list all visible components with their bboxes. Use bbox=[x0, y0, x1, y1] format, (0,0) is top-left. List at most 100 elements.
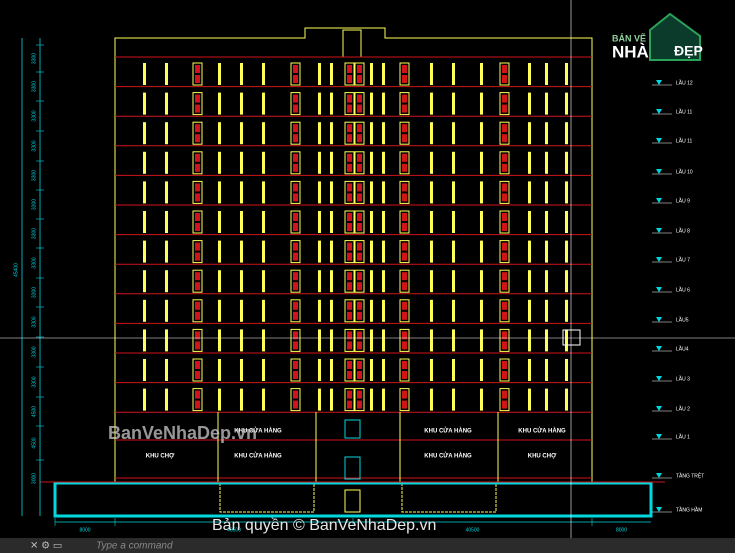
window-strip bbox=[165, 299, 168, 322]
window bbox=[399, 269, 410, 293]
window-strip bbox=[430, 122, 433, 145]
window-pane bbox=[402, 75, 407, 83]
window-pane bbox=[402, 390, 407, 399]
window bbox=[344, 240, 355, 264]
window-pane bbox=[502, 104, 507, 113]
window-strip bbox=[452, 388, 455, 411]
window-strip bbox=[165, 388, 168, 411]
window-pane bbox=[195, 400, 200, 409]
window-strip bbox=[370, 151, 373, 174]
window-strip bbox=[382, 92, 385, 115]
window-strip bbox=[240, 211, 243, 233]
window-pane bbox=[357, 341, 362, 350]
window-strip bbox=[382, 388, 385, 411]
window bbox=[290, 358, 301, 382]
window bbox=[499, 92, 510, 116]
window-pane bbox=[402, 311, 407, 320]
basement-wall bbox=[53, 481, 653, 518]
floor-label: LẦU 11 bbox=[676, 137, 693, 144]
window bbox=[499, 299, 510, 323]
dim-label: 8000 bbox=[616, 527, 627, 533]
window bbox=[354, 240, 365, 264]
window-pane bbox=[347, 331, 352, 340]
floor-label: LẦU 6 bbox=[676, 286, 690, 293]
floor-label: LẦU 2 bbox=[676, 405, 690, 412]
command-input[interactable]: Type a command bbox=[96, 541, 173, 552]
window-pane bbox=[347, 400, 352, 409]
door bbox=[344, 489, 361, 513]
window-strip bbox=[218, 122, 221, 145]
window-strip bbox=[218, 211, 221, 233]
window bbox=[399, 388, 410, 412]
window-pane bbox=[347, 94, 352, 103]
window-strip bbox=[382, 211, 385, 233]
window-strip bbox=[143, 359, 146, 381]
window-strip bbox=[452, 122, 455, 145]
window-strip bbox=[318, 151, 321, 174]
window-strip bbox=[430, 270, 433, 293]
window-pane bbox=[195, 193, 200, 202]
window bbox=[290, 121, 301, 145]
window bbox=[499, 62, 510, 86]
window bbox=[354, 269, 365, 293]
window-pane bbox=[402, 183, 407, 192]
window bbox=[344, 62, 355, 86]
window-strip bbox=[565, 181, 568, 204]
window-pane bbox=[195, 272, 200, 281]
window-strip bbox=[240, 151, 243, 174]
command-bar[interactable] bbox=[0, 538, 735, 553]
window bbox=[354, 121, 365, 145]
window-pane bbox=[357, 242, 362, 251]
window-pane bbox=[502, 361, 507, 369]
window-strip bbox=[262, 211, 265, 233]
dim-label: 3300 bbox=[31, 257, 37, 268]
level-arrow bbox=[656, 138, 662, 143]
window-strip bbox=[262, 299, 265, 322]
window-strip bbox=[370, 211, 373, 233]
window-strip bbox=[528, 211, 531, 233]
window-strip bbox=[143, 329, 146, 352]
window-strip bbox=[565, 329, 568, 352]
window-strip bbox=[240, 122, 243, 145]
window-pane bbox=[402, 252, 407, 261]
window-strip bbox=[480, 151, 483, 174]
window-strip bbox=[370, 359, 373, 381]
window-strip bbox=[545, 63, 548, 85]
window-pane bbox=[402, 213, 407, 221]
window-strip bbox=[218, 359, 221, 381]
window-pane bbox=[293, 65, 298, 73]
window-pane bbox=[402, 153, 407, 162]
shop-label: KHU CHỢ bbox=[528, 454, 557, 460]
window-pane bbox=[502, 252, 507, 261]
window-pane bbox=[347, 341, 352, 350]
window bbox=[399, 151, 410, 175]
dim-label: 3300 bbox=[31, 170, 37, 181]
window-pane bbox=[357, 282, 362, 291]
window-strip bbox=[165, 151, 168, 174]
window-pane bbox=[293, 400, 298, 409]
window-strip bbox=[528, 122, 531, 145]
window-pane bbox=[357, 331, 362, 340]
window-strip bbox=[240, 359, 243, 381]
command-icon[interactable]: ✕ ⚙ ▭ bbox=[30, 541, 62, 552]
window-strip bbox=[545, 181, 548, 204]
window-strip bbox=[370, 92, 373, 115]
window-pane bbox=[357, 183, 362, 192]
window-strip bbox=[382, 359, 385, 381]
window-strip bbox=[545, 211, 548, 233]
window-pane bbox=[195, 242, 200, 251]
window-pane bbox=[357, 153, 362, 162]
window bbox=[344, 328, 355, 352]
level-arrow bbox=[656, 257, 662, 262]
window-pane bbox=[402, 331, 407, 340]
window-pane bbox=[502, 223, 507, 231]
window-pane bbox=[357, 75, 362, 83]
window-strip bbox=[262, 329, 265, 352]
window bbox=[399, 328, 410, 352]
window-strip bbox=[528, 359, 531, 381]
window-pane bbox=[502, 272, 507, 281]
window-pane bbox=[502, 341, 507, 350]
window-strip bbox=[430, 359, 433, 381]
window-pane bbox=[502, 124, 507, 133]
